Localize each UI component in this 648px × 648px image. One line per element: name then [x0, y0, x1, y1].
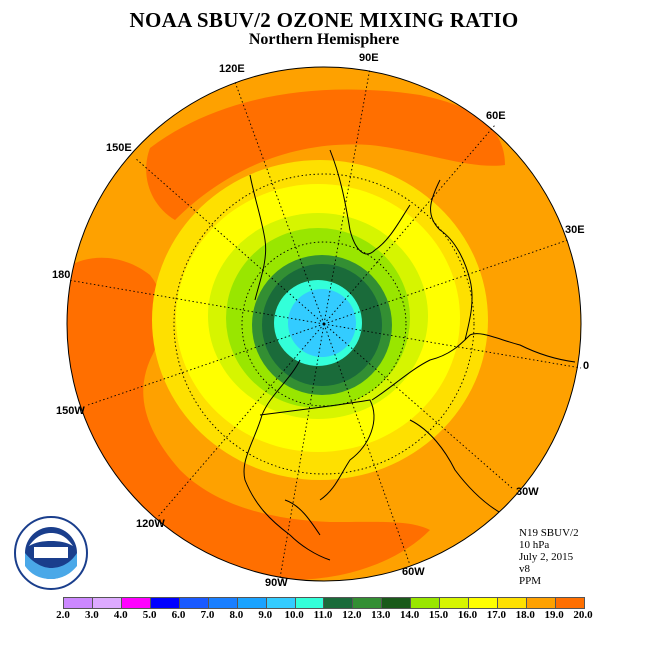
- colorbar-tick-label: 7.0: [200, 609, 215, 621]
- lon-label-90w: 90W: [265, 577, 288, 589]
- colorbar-tick-label: 6.0: [171, 609, 186, 621]
- colorbar-swatch: [179, 598, 209, 608]
- colorbar-swatch: [353, 598, 383, 608]
- info-pressure: 10 hPa: [519, 539, 550, 551]
- colorbar-tick-label: 9.0: [258, 609, 273, 621]
- colorbar-swatch: [440, 598, 470, 608]
- info-version: v8: [519, 563, 530, 575]
- lon-label-180: 180: [52, 269, 71, 281]
- colorbar-tick-label: 20.0: [573, 609, 593, 621]
- zone-8-9: [288, 289, 356, 357]
- info-date: July 2, 2015: [519, 551, 574, 563]
- map-subtitle: Northern Hemisphere: [248, 31, 400, 48]
- coastlines: [243, 149, 576, 561]
- colorbar-tick-label: 5.0: [142, 609, 157, 621]
- colorbar-swatch: [382, 598, 412, 608]
- colorbar-tick-label: 14.0: [400, 609, 420, 621]
- colorbar-tick-label: 15.0: [428, 609, 449, 621]
- colorbar-tick-label: 12.0: [342, 609, 362, 621]
- zone-17-18-north: [146, 89, 505, 220]
- colorbar-swatch: [324, 598, 354, 608]
- colorbar-tick-label: 16.0: [457, 609, 478, 621]
- lon-label-120w: 120W: [136, 518, 165, 530]
- colorbar-swatch: [555, 598, 584, 608]
- colorbar-tick-label: 8.0: [229, 609, 244, 621]
- colorbar-swatch: [266, 598, 296, 608]
- lon-label-150w: 150W: [56, 405, 85, 417]
- colorbar-swatch: [295, 598, 325, 608]
- info-panel: N19 SBUV/2 10 hPa July 2, 2015 v8 PPM: [519, 527, 579, 587]
- colorbar-tick-label: 18.0: [515, 609, 535, 621]
- colorbar-tick-label: 10.0: [284, 609, 304, 621]
- lon-label-90e: 90E: [359, 52, 379, 64]
- colorbar-swatch: [64, 598, 93, 608]
- map-border: [66, 66, 582, 582]
- noaa-logo: [14, 516, 88, 590]
- lon-label-30e: 30E: [565, 224, 585, 236]
- lon-label-0: 0: [583, 360, 590, 372]
- map-title: NOAA SBUV/2 OZONE MIXING RATIO: [129, 8, 519, 32]
- colorbar-swatch: [469, 598, 499, 608]
- colorbar-swatch: [527, 598, 556, 608]
- lon-label-30w: 30W: [516, 486, 539, 498]
- colorbar-swatch: [92, 598, 122, 608]
- colorbar-swatch: [121, 598, 151, 608]
- colorbar-tick-label: 17.0: [486, 609, 506, 621]
- lon-label-150e: 150E: [106, 142, 132, 154]
- colorbar-tick-label: 19.0: [544, 609, 564, 621]
- colorbar-tick-label: 3.0: [85, 609, 99, 621]
- lon-label-60e: 60E: [486, 110, 506, 122]
- colorbar-tick-label: 13.0: [371, 609, 391, 621]
- info-units: PPM: [519, 575, 542, 587]
- colorbar-tick-label: 11.0: [313, 609, 333, 621]
- graticule: [67, 67, 582, 579]
- colorbar: [63, 597, 585, 609]
- lon-label-60w: 60W: [402, 566, 425, 578]
- colorbar-tick-labels: 2.0 3.0 4.0 5.0 6.0 7.0 8.0 9.0 10.0 11.0 12.0 13.0…: [56, 609, 593, 623]
- colorbar-swatch: [411, 598, 441, 608]
- lon-label-120e: 120E: [219, 63, 245, 75]
- colorbar-swatch: [237, 598, 267, 608]
- colorbar-tick-label: 2.0: [56, 609, 70, 621]
- info-satellite: N19 SBUV/2: [519, 527, 579, 539]
- colorbar-swatch: [150, 598, 180, 608]
- colorbar-swatch: [208, 598, 238, 608]
- colorbar-tick-label: 4.0: [113, 609, 128, 621]
- colorbar-swatch: [498, 598, 527, 608]
